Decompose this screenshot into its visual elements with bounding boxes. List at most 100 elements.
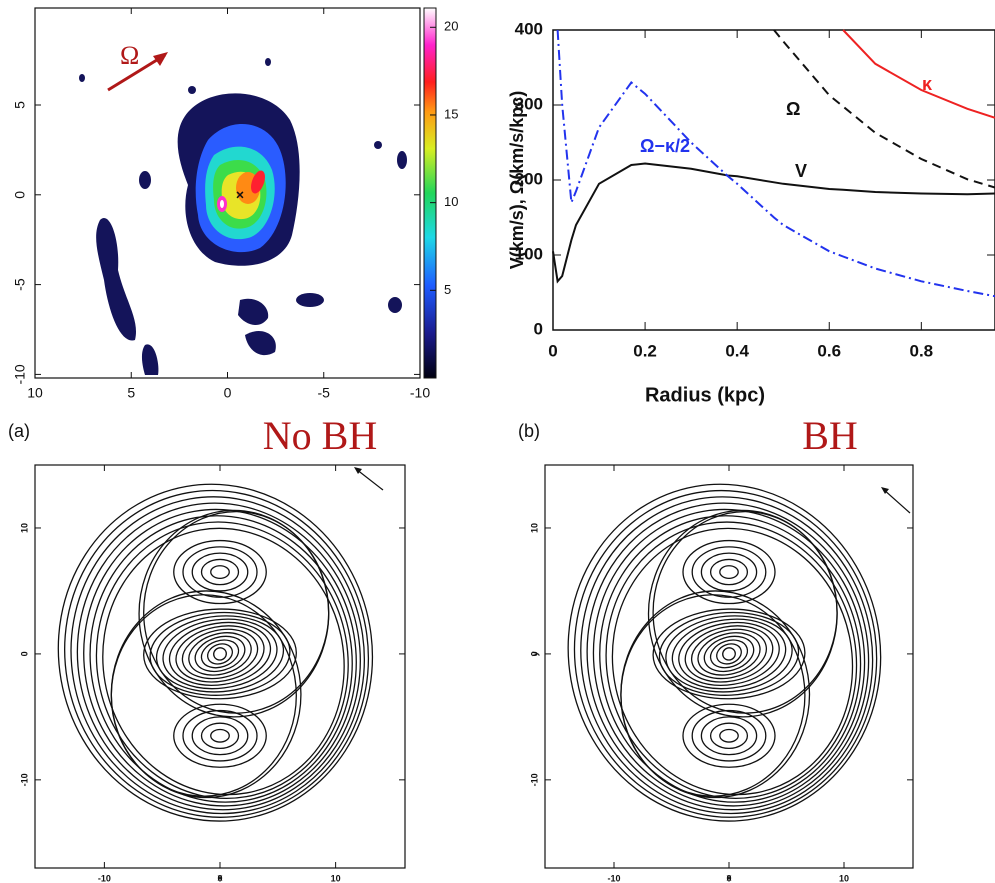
- orbit: [206, 643, 234, 665]
- orbit: [149, 611, 291, 696]
- series-line: [842, 29, 995, 119]
- x-tick-label: 0.6: [817, 341, 841, 360]
- y-tick-label: 0: [19, 651, 29, 656]
- y-tick-label: 5: [12, 101, 28, 109]
- direction-arrow: [882, 488, 911, 514]
- orbit: [567, 483, 882, 822]
- arrow-head: [881, 487, 889, 494]
- orbit: [691, 546, 767, 598]
- colorbar-tick-label: 15: [444, 106, 458, 121]
- orbit: [652, 608, 806, 700]
- orbit-family: [567, 483, 882, 822]
- x-tick-label: 0.4: [725, 341, 749, 360]
- orbit: [200, 639, 240, 669]
- orbit: [709, 722, 749, 750]
- y-tick-label: 0: [534, 319, 543, 338]
- x-tick-label: -5: [318, 385, 331, 401]
- x-tick-label: -10: [98, 873, 111, 883]
- series-line: [773, 29, 995, 189]
- panel-label: (b): [518, 421, 540, 441]
- orbit: [182, 709, 258, 762]
- orbit: [678, 621, 780, 686]
- orbit: [182, 546, 258, 598]
- orbit: [191, 716, 249, 756]
- y-tick-label: 0: [12, 191, 28, 199]
- panel-label: (a): [8, 421, 30, 441]
- y-axis-label: V(km/s), Ω(km/s/kpc): [507, 91, 527, 270]
- orbit: [700, 716, 758, 756]
- orbit: [658, 611, 800, 696]
- omega-annotation: Ω: [120, 41, 139, 70]
- x-tick-label: 0: [726, 873, 731, 883]
- orbit: [194, 635, 246, 673]
- orbit: [716, 643, 742, 665]
- x-tick-label: 0: [548, 341, 557, 360]
- orbit: [173, 703, 267, 768]
- orbit-family: [57, 483, 374, 822]
- orbit: [684, 625, 774, 683]
- orbit: [64, 489, 370, 818]
- orbit: [722, 647, 736, 661]
- x-tick-label: -10: [410, 385, 430, 401]
- x-tick-label: 10: [839, 873, 849, 883]
- orbit: [665, 615, 793, 693]
- x-axis-label: Radius (kpc): [645, 384, 765, 406]
- colorbar-tick-label: 5: [444, 282, 451, 297]
- orbit: [682, 703, 776, 768]
- x-tick-label: 10: [331, 873, 341, 883]
- series-label: V: [795, 161, 807, 181]
- orbit: [580, 496, 874, 815]
- y-tick-label: -5: [12, 278, 28, 291]
- colorbar: [423, 7, 437, 379]
- orbit: [703, 635, 755, 673]
- orbit: [181, 628, 259, 680]
- orbit: [592, 508, 866, 807]
- orbit: [57, 483, 374, 822]
- orbit: [719, 565, 739, 579]
- x-tick-label: 5: [127, 385, 135, 401]
- series-label: Ω−κ/2: [640, 136, 690, 156]
- orbit: [83, 508, 357, 807]
- y-axis-label: y: [529, 651, 539, 656]
- orbit: [76, 502, 361, 811]
- y-tick-label: 100: [515, 244, 543, 263]
- orbit: [691, 709, 767, 762]
- orbit: [682, 539, 776, 605]
- orbit: [102, 527, 345, 796]
- x-tick-label: 0.2: [633, 341, 657, 360]
- direction-arrow: [355, 468, 384, 491]
- orbit: [200, 558, 240, 586]
- center-marker: ×: [236, 187, 244, 203]
- orbit: [213, 647, 227, 661]
- x-tick-label: 0.8: [910, 341, 934, 360]
- x-tick-label: -10: [607, 873, 620, 883]
- orbit: [709, 639, 749, 669]
- x-axis-label: x: [217, 872, 222, 882]
- orbit: [89, 515, 353, 803]
- arrow-head: [354, 467, 362, 474]
- x-tick-label: 0: [217, 873, 222, 883]
- orbit: [611, 527, 854, 796]
- y-tick-label: 10: [529, 523, 539, 533]
- orbit: [599, 515, 862, 803]
- y-tick-label: 400: [515, 19, 543, 38]
- rotation-arrow: [107, 53, 166, 92]
- y-tick-label: 200: [515, 169, 543, 188]
- y-tick-label: 300: [515, 94, 543, 113]
- orbit: [191, 552, 249, 592]
- orbit: [70, 496, 365, 815]
- series-line: [556, 29, 995, 298]
- orbit: [697, 632, 761, 676]
- arrow-head: [153, 52, 168, 66]
- y-tick-label: -10: [12, 364, 28, 384]
- orbit: [162, 618, 278, 690]
- panel-title: No BH: [263, 413, 377, 458]
- orbit: [210, 565, 230, 579]
- orbit: [605, 521, 858, 799]
- y-tick-label: 10: [19, 523, 29, 533]
- orbit: [188, 632, 252, 676]
- panel-title: BH: [802, 413, 858, 458]
- y-tick-label: 0: [529, 651, 539, 656]
- series-line: [552, 162, 995, 284]
